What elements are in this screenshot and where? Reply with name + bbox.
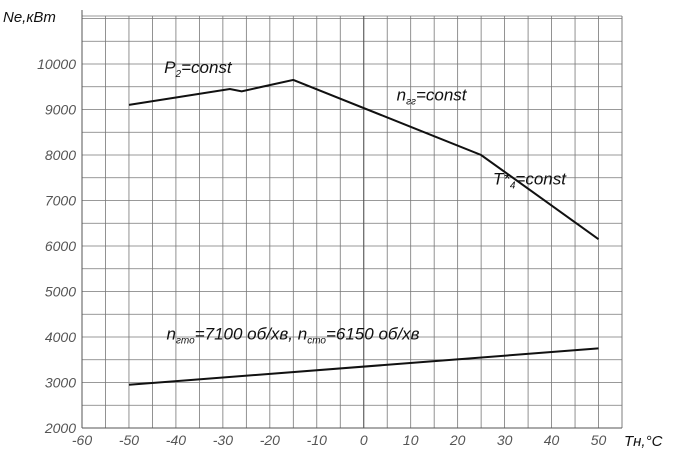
x-axis-title: Tн,°C [624,433,663,450]
annotation-subscript: 4 [510,181,516,192]
annotation-subscript: сто [307,335,326,346]
x-tick-label: 0 [360,432,368,448]
y-tick-label: 10000 [37,56,76,72]
annotation-text: =7100 об/хв, n [195,324,307,343]
annotation-label: P2=const [164,58,233,80]
annotation-text: =const [515,170,567,189]
annotation-text: P [164,58,176,77]
y-axis-title: Ne,кВт [3,9,56,26]
y-tick-label: 8000 [45,147,76,163]
series-line-1 [128,78,600,241]
x-tick-label: -10 [307,432,327,448]
x-tick-label: 50 [591,432,607,448]
annotation-text: T* [493,170,511,189]
x-tick-label: 20 [449,432,466,448]
x-tick-label: 40 [544,432,560,448]
annotation-subscript: 2 [175,69,182,80]
chart-series [128,78,600,386]
annotation-text: n [397,85,406,104]
x-tick-label: 30 [497,432,513,448]
y-tick-label: 4000 [45,329,76,345]
x-tick-label: -50 [119,432,139,448]
annotation-label: nгто=7100 об/хв, nсто=6150 об/хв [167,324,420,346]
y-tick-label: 7000 [45,193,76,209]
chart-grid [81,15,623,429]
annotation-text: n [167,324,176,343]
x-tick-label: -60 [72,432,92,448]
annotation-text: =const [181,58,233,77]
y-tick-label: 5000 [45,284,76,300]
annotation-text: =6150 об/хв [326,324,420,343]
x-tick-label: -40 [166,432,186,448]
y-tick-label: 3000 [45,375,76,391]
annotation-subscript: гг [406,96,416,107]
y-tick-label: 2000 [44,420,76,436]
chart-ticks: -60 -50 -40 -30 -20 -10 0 10 20 30 40 50 2000 3000 400… [37,56,606,448]
x-tick-label: -20 [260,432,280,448]
y-tick-label: 9000 [45,102,76,118]
series-line-2 [128,347,599,386]
annotation-label: nгг=const [397,85,468,107]
y-tick-label: 6000 [45,238,76,254]
x-tick-label: -30 [213,432,233,448]
chart-axes [81,10,622,429]
annotation-subscript: гто [176,335,195,346]
annotation-text: =const [416,85,468,104]
x-tick-label: 10 [403,432,419,448]
annotation-label: T*4=const [493,170,567,192]
